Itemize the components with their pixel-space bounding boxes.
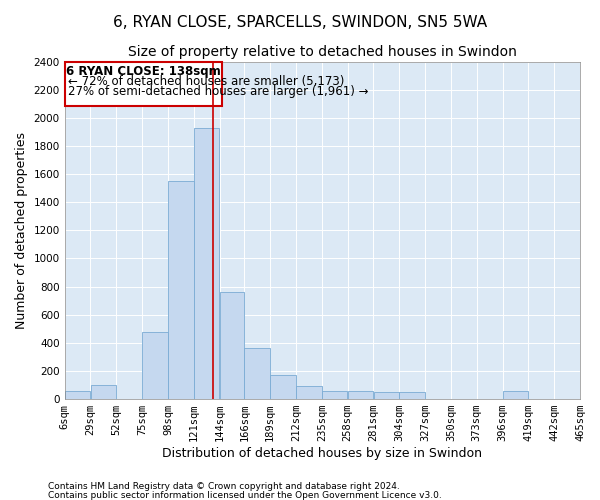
Bar <box>270 375 296 399</box>
Text: Contains public sector information licensed under the Open Government Licence v3: Contains public sector information licen… <box>48 490 442 500</box>
Text: 6 RYAN CLOSE: 138sqm: 6 RYAN CLOSE: 138sqm <box>66 65 221 78</box>
X-axis label: Distribution of detached houses by size in Swindon: Distribution of detached houses by size … <box>163 447 482 460</box>
Bar <box>374 392 399 399</box>
Bar <box>142 332 168 399</box>
Bar <box>220 292 244 399</box>
Bar <box>65 62 222 106</box>
Y-axis label: Number of detached properties: Number of detached properties <box>15 132 28 329</box>
Bar <box>322 390 347 399</box>
Bar <box>503 392 528 399</box>
Title: Size of property relative to detached houses in Swindon: Size of property relative to detached ho… <box>128 45 517 59</box>
Text: ← 72% of detached houses are smaller (5,173): ← 72% of detached houses are smaller (5,… <box>68 75 344 88</box>
Text: 27% of semi-detached houses are larger (1,961) →: 27% of semi-detached houses are larger (… <box>68 86 368 98</box>
Bar <box>65 392 91 399</box>
Bar <box>91 385 116 399</box>
Bar <box>194 128 220 399</box>
Text: 6, RYAN CLOSE, SPARCELLS, SWINDON, SN5 5WA: 6, RYAN CLOSE, SPARCELLS, SWINDON, SN5 5… <box>113 15 487 30</box>
Bar <box>168 181 194 399</box>
Bar <box>244 348 270 399</box>
Text: Contains HM Land Registry data © Crown copyright and database right 2024.: Contains HM Land Registry data © Crown c… <box>48 482 400 491</box>
Bar <box>400 392 425 399</box>
Bar <box>296 386 322 399</box>
Bar <box>348 390 373 399</box>
